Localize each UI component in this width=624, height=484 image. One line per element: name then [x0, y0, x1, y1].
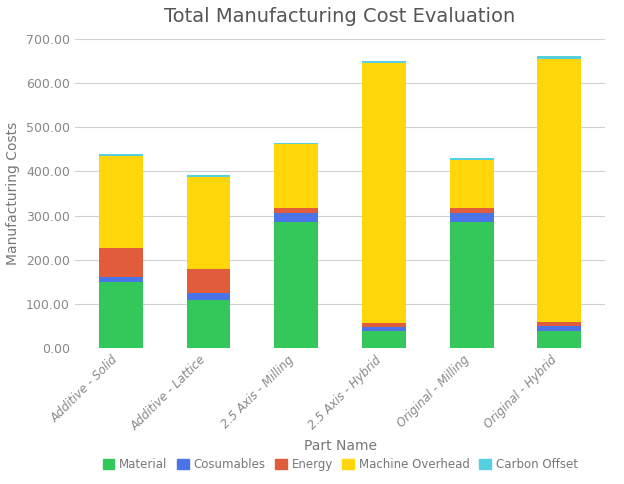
Y-axis label: Manufacturing Costs: Manufacturing Costs	[6, 122, 21, 265]
Bar	[187, 293, 230, 300]
Bar	[275, 208, 318, 212]
Bar	[450, 222, 494, 348]
Bar	[187, 269, 230, 293]
X-axis label: Part Name: Part Name	[304, 439, 376, 453]
Bar	[99, 154, 143, 156]
Bar	[450, 160, 494, 208]
Bar	[275, 143, 318, 144]
Bar	[537, 326, 581, 331]
Bar	[537, 59, 581, 322]
Bar	[275, 222, 318, 348]
Bar	[362, 61, 406, 62]
Legend: Material, Cosumables, Energy, Machine Overhead, Carbon Offset: Material, Cosumables, Energy, Machine Ov…	[98, 454, 582, 476]
Bar	[275, 144, 318, 208]
Bar	[537, 331, 581, 348]
Bar	[362, 327, 406, 331]
Bar	[537, 322, 581, 326]
Bar	[537, 57, 581, 59]
Bar	[275, 212, 318, 222]
Bar	[99, 248, 143, 277]
Bar	[187, 175, 230, 177]
Title: Total Manufacturing Cost Evaluation: Total Manufacturing Cost Evaluation	[165, 7, 515, 26]
Bar	[450, 212, 494, 222]
Bar	[187, 177, 230, 269]
Bar	[362, 331, 406, 348]
Bar	[450, 158, 494, 160]
Bar	[99, 282, 143, 348]
Bar	[99, 156, 143, 248]
Bar	[362, 62, 406, 323]
Bar	[187, 300, 230, 348]
Bar	[362, 323, 406, 327]
Bar	[99, 277, 143, 282]
Bar	[450, 208, 494, 212]
